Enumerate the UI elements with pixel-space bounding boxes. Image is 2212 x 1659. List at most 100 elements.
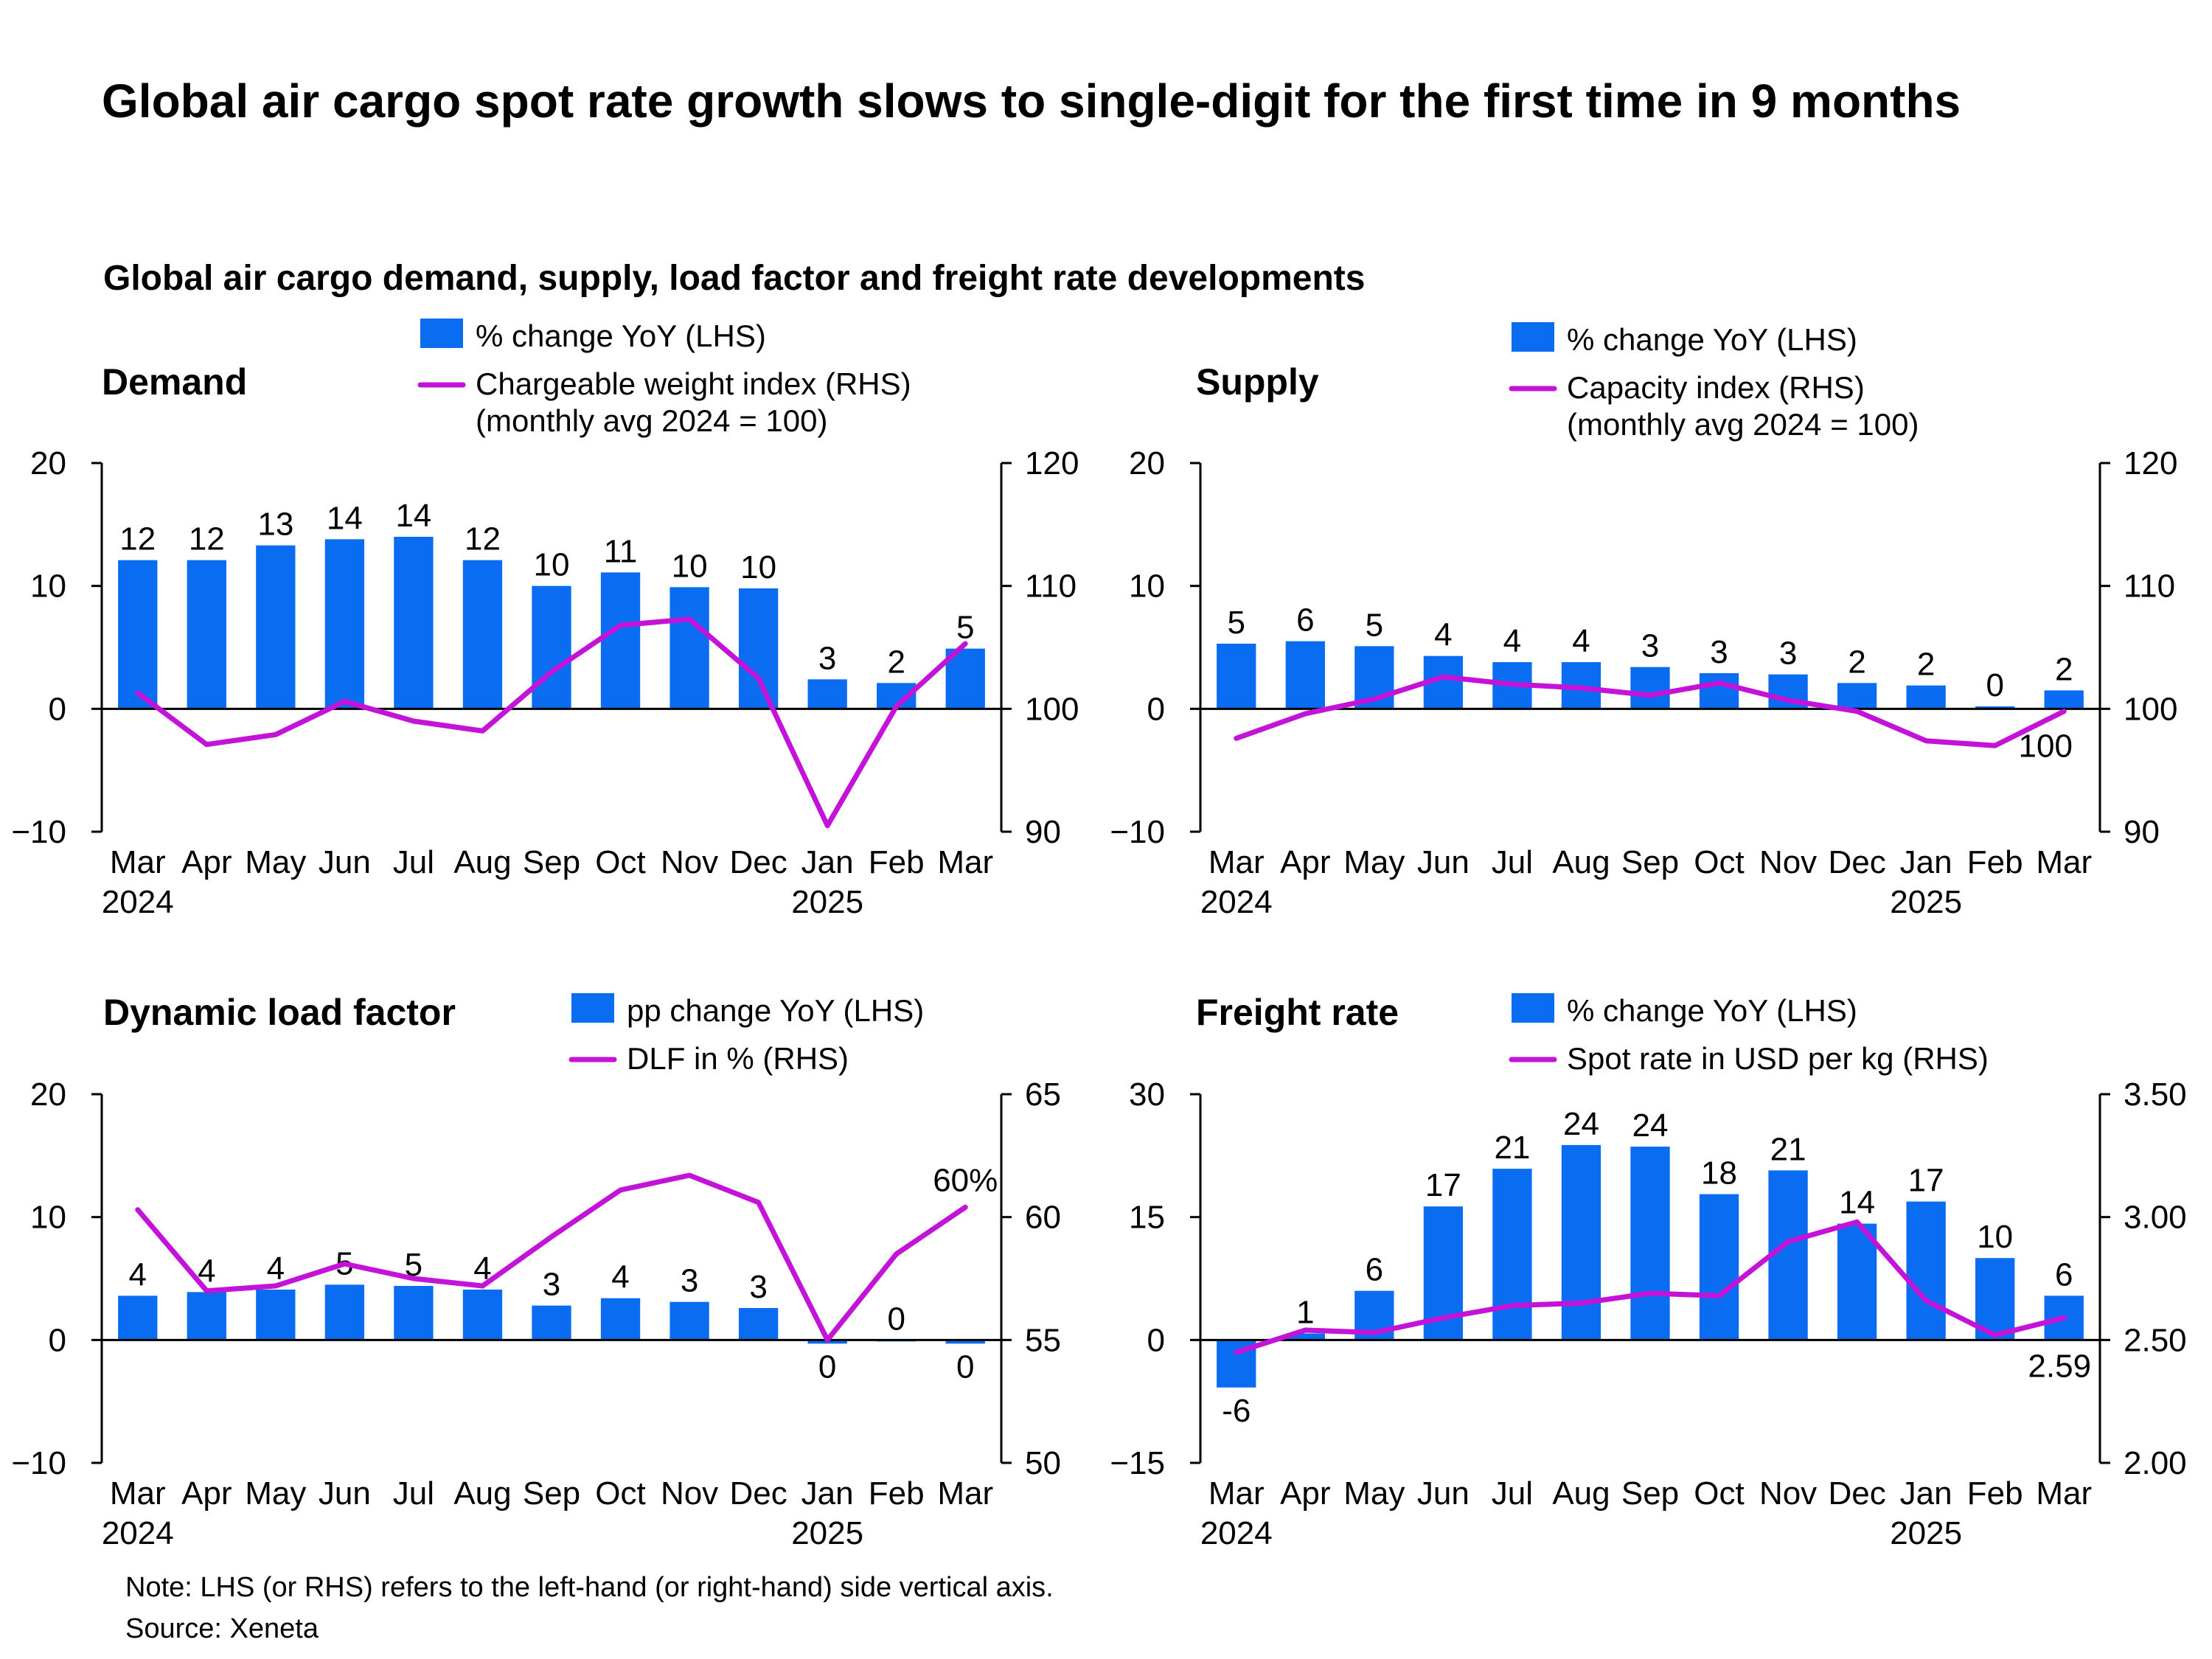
left-tick-label: −10 [11,1445,66,1481]
bar-label-0: 12 [119,521,156,557]
bar-label-6: 3 [543,1267,560,1303]
bar-label-8: 3 [681,1263,698,1299]
month-label-2: May [245,1475,306,1512]
month-label-2: May [1343,1475,1405,1512]
month-label-4: Jul [393,844,434,880]
bar-label-12: 6 [2055,1256,2073,1293]
right-tick-label: 2.00 [2124,1445,2187,1481]
bar-6 [532,585,571,709]
bar-label-10: 17 [1908,1163,1944,1199]
bar-5 [462,560,503,709]
bar-label-9: 2 [1848,644,1865,680]
legend-line-note: (monthly avg 2024 = 100) [1567,407,1919,442]
month-label-8: Nov [1759,844,1817,880]
legend-line-label: Capacity index (RHS) [1567,370,1865,405]
bar-label-7: 11 [604,533,638,569]
bar-series: 5 6 5 4 4 4 3 3 3 2 2 0 2 [1217,602,2084,709]
bar-7 [600,572,641,709]
bar-label-1: 12 [189,521,225,557]
month-label-8: Nov [661,1475,718,1512]
legend: % change YoY (LHS) Spot rate in USD per k… [1509,993,1989,1076]
left-tick-label: 0 [1147,691,1165,727]
line-series [1234,1219,2067,1355]
bar-label-0: -6 [1222,1393,1251,1429]
bar-label-6: 3 [1641,628,1659,664]
bar-label-12: 0 [956,1349,974,1385]
month-label-7: Oct [1694,844,1744,880]
bar-0 [1217,644,1256,709]
month-label-5: Aug [1552,1475,1610,1512]
legend-bar-label: % change YoY (LHS) [476,319,766,353]
source-note: Source: Xeneta [125,1613,319,1644]
bar-label-10: 2 [1917,647,1935,683]
bar-7 [1699,673,1739,709]
right-tick-label: 60 [1025,1200,1061,1236]
x-axis-labels: Mar Apr May Jun Jul Aug Sep Oct Nov Dec Jan Feb Mar2… [102,1475,993,1551]
left-tick-label: −10 [1110,814,1165,850]
legend-line-label: Chargeable weight index (RHS) [476,366,911,401]
year-label: 2025 [791,1515,863,1551]
bar-label-7: 18 [1701,1155,1737,1192]
right-tick-label: 3.50 [2124,1077,2187,1113]
month-label-7: Oct [595,1475,645,1512]
legend: % change YoY (LHS) Capacity index (RHS)(m… [1509,322,1919,442]
left-tick-label: −10 [11,814,66,850]
subtitle: Global air cargo demand, supply, load fa… [103,259,1366,298]
month-label-5: Aug [453,844,511,880]
bar-5 [1561,1144,1601,1340]
bar-label-8: 10 [672,548,708,584]
bar-label-11: 10 [1977,1219,2013,1255]
bar-label-2: 5 [1366,607,1383,643]
bar-label-0: 5 [1228,605,1245,641]
month-label-2: May [1343,844,1405,880]
month-label-10: Jan [801,844,854,880]
bar-12 [945,1340,985,1344]
left-tick-label: 20 [1129,445,1165,481]
month-label-7: Oct [595,844,645,880]
right-tick-label: 90 [2124,814,2160,850]
bar-7 [1699,1194,1739,1340]
month-label-3: Jun [319,1475,371,1512]
year-label: 2024 [1200,1515,1273,1551]
bar-2 [256,545,296,709]
bar-label-7: 4 [611,1259,629,1295]
month-label-11: Feb [1967,1475,2023,1512]
bar-9 [1837,683,1877,709]
legend-bar-swatch [571,993,614,1023]
bar-label-9: 3 [749,1269,767,1305]
month-label-3: Jun [1417,844,1470,880]
bar-6 [1630,1147,1670,1340]
bar-1 [1285,1333,1325,1340]
legend-bar-swatch [1512,993,1554,1023]
bar-1 [187,560,226,709]
month-label-6: Sep [1621,1475,1679,1512]
bar-3 [324,539,365,709]
right-tick-label: 110 [1025,568,1077,605]
bar-4 [394,1286,434,1340]
month-label-0: Mar [1208,844,1265,880]
month-label-6: Sep [523,1475,580,1512]
month-label-4: Jul [1492,844,1533,880]
bar-6 [532,1305,571,1340]
bar-label-1: 1 [1296,1294,1314,1330]
bar-8 [669,1301,709,1340]
month-label-1: Apr [1280,1475,1330,1512]
bar-2 [256,1290,296,1340]
month-label-5: Aug [1552,844,1610,880]
bar-series: 12 12 13 14 14 12 10 11 10 10 3 2 5 [118,498,985,709]
left-tick-label: 10 [30,568,66,605]
left-tick-label: 20 [30,445,66,481]
year-label: 2024 [102,884,174,920]
footnote: Note: LHS (or RHS) refers to the left-ha… [125,1572,1054,1603]
year-label: 2025 [1890,1515,1962,1551]
bar-label-11: 2 [887,644,905,680]
bar-4 [1492,1169,1532,1340]
left-tick-label: 10 [1129,568,1165,605]
bar-label-4: 21 [1494,1130,1530,1166]
legend-bar-swatch [1512,322,1554,352]
bar-label-4: 4 [1503,623,1521,659]
line-series [135,616,968,829]
bar-label-4: 14 [395,498,431,534]
line-series [135,1172,968,1343]
